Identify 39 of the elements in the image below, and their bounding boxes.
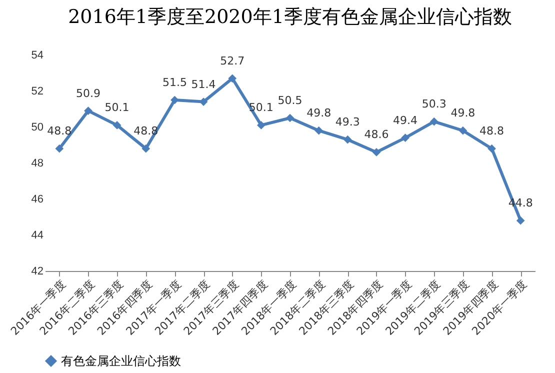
point <box>228 74 237 83</box>
point <box>401 134 410 142</box>
data-label: 49.4 <box>393 114 418 127</box>
data-label: 50.1 <box>104 101 130 114</box>
point <box>343 135 352 144</box>
point <box>372 148 381 156</box>
chart-title: 2016年1季度至2020年1季度有色金属企业信心指数 <box>68 6 512 28</box>
data-label: 48.8 <box>480 124 504 138</box>
data-label: 48.8 <box>47 124 72 138</box>
y-tick-label: 48 <box>31 158 44 170</box>
point <box>488 144 496 153</box>
legend-label: 有色金属企业信心指数 <box>61 354 181 368</box>
point <box>170 96 179 104</box>
point <box>142 144 150 153</box>
data-label: 48.6 <box>364 128 389 142</box>
data-label: 49.8 <box>450 106 476 120</box>
y-tick-label: 42 <box>31 266 44 278</box>
data-label: 49.3 <box>335 116 360 129</box>
point <box>516 216 525 225</box>
y-tick-label: 50 <box>31 122 44 134</box>
y-tick-label: 44 <box>31 230 44 242</box>
data-label: 50.5 <box>278 94 302 107</box>
data-label: 51.5 <box>162 76 187 89</box>
point <box>286 114 294 122</box>
point <box>55 144 64 153</box>
y-tick-label: 54 <box>31 50 44 62</box>
point <box>256 121 266 130</box>
data-label: 50.3 <box>422 98 446 111</box>
y-tick-label: 46 <box>31 194 44 206</box>
point <box>112 121 122 130</box>
point <box>430 117 438 126</box>
data-label: 50.9 <box>76 86 100 100</box>
data-label: 49.8 <box>306 106 332 120</box>
point <box>84 106 92 115</box>
y-tick-label: 52 <box>31 86 44 98</box>
point <box>314 126 324 135</box>
data-label: 51.4 <box>191 78 216 91</box>
point <box>458 126 468 135</box>
data-label: 52.7 <box>220 54 245 68</box>
